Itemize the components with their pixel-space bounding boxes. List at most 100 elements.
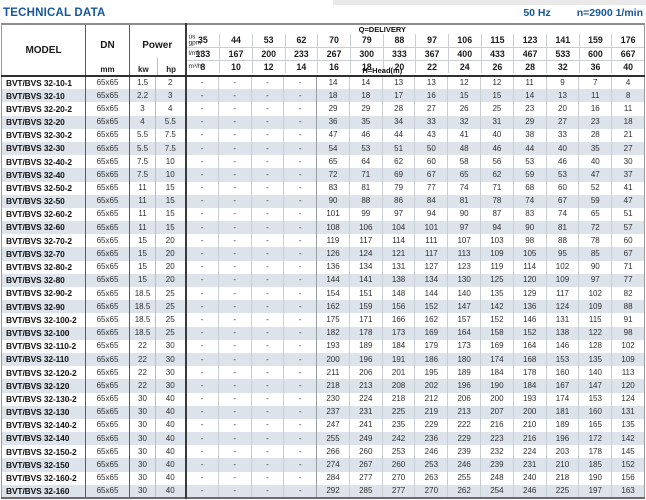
table-row: BVT/BVS 32-30 65x65 5.5 7.5- - - -54 53 51 50 48 46… [1,141,645,156]
head-cell: - [184,89,219,103]
head-cell: 56 [480,155,514,169]
head-cell: 144 [316,273,350,287]
table-row: BVT/BVS 32-60 65x65 11 15- - - -108 106 104 101 97… [1,221,645,235]
head-cell: 111 [414,234,448,248]
head-cell: 184 [381,339,415,353]
dn-cell: 65x65 [85,76,130,90]
head-cell: 47 [578,168,612,182]
head-cell: - [283,234,317,248]
head-cell: - [217,181,252,195]
head-cell: 130 [447,273,481,287]
head-cell: - [283,181,317,195]
model-cell: BVT/BVS 32-120 [6,380,70,391]
head-cell: 33 [545,128,579,142]
head-cell: 26 [447,102,481,116]
kw-cell: 22 [129,339,156,353]
model-cell: BVT/BVS 32-150-2 [6,446,77,457]
model-cell: BVT/BVS 32-160 [6,485,70,496]
head-cell: - [250,366,284,380]
head-cell: 169 [480,339,514,353]
head-cell: 65 [447,168,481,182]
head-cell: 65 [578,207,612,222]
head-cell: 40 [545,141,579,156]
head-cell: 246 [414,445,448,459]
head-cell: 242 [381,432,415,446]
head-cell: 72 [316,168,350,182]
dn-unit-label: mm [100,65,115,74]
head-cell: - [283,379,317,393]
head-cell: - [283,458,317,472]
kw-cell: 15 [129,247,156,261]
head-cell: 77 [611,273,645,287]
delivery-value: 115 [480,34,514,47]
dn-cell: 65x65 [85,418,130,433]
head-cell: - [250,89,284,103]
delivery-value: 24 [447,61,481,73]
head-cell: 121 [381,247,415,261]
head-cell: 126 [316,247,350,261]
head-cell: 285 [348,484,383,498]
head-cell: 81 [447,194,481,208]
head-cell: 146 [512,313,547,327]
head-cell: 83 [316,181,350,195]
head-cell: - [283,326,317,340]
head-cell: - [217,379,252,393]
table-row: BVT/BVS 32-70 65x65 15 20- - - -126 124 121 117 11… [1,247,645,261]
head-cell: 129 [512,287,547,301]
head-cell: - [184,234,219,248]
head-cell: - [184,326,219,340]
table-row: BVT/BVS 32-150-2 65x65 30 40- - - -266 260 253 24… [2,445,645,459]
kw-cell: 18.5 [129,300,156,314]
head-cell: 102 [545,260,579,274]
head-cell: - [184,418,219,433]
head-cell: 122 [578,326,612,340]
column-header-dn: DN mm [85,24,130,77]
head-cell: 179 [414,339,448,353]
head-cell: - [217,352,252,367]
head-cell: 50 [414,141,448,156]
head-cell: 208 [381,379,415,393]
head-cell: 46 [348,128,383,142]
dn-cell: 65x65 [85,471,130,485]
table-row: BVT/BVS 32-20-2 65x65 3 4- - - -29 29 28 27 26 25 23… [2,102,645,116]
head-cell: 156 [381,300,415,314]
head-cell: - [250,445,284,459]
head-cell: 40 [578,155,612,169]
kw-cell: 22 [129,366,156,380]
kw-cell: 30 [129,405,156,419]
head-cell: - [250,432,284,446]
head-cell: - [283,115,317,129]
head-cell: 95 [545,247,579,261]
head-cell: 51 [381,141,415,156]
head-cell: 189 [545,418,579,433]
delivery-value: 133 [195,48,211,59]
head-cell: 11 [578,89,612,103]
head-cell: - [283,313,317,327]
head-cell: 218 [545,471,579,485]
head-cell: 236 [414,432,448,446]
head-cell: 141 [348,273,383,287]
hp-cell: 25 [155,326,186,340]
delivery-value: 200 [251,48,285,60]
head-cell: - [217,326,252,340]
head-cell: 46 [480,141,514,156]
hp-cell: 40 [155,432,186,446]
dn-cell: 65x65 [85,128,130,142]
head-cell: 270 [414,484,448,498]
head-cell: 135 [480,287,514,301]
head-cell: 193 [512,392,547,406]
head-cell: 164 [512,339,547,353]
head-cell: 202 [414,379,448,393]
unit-row-m3-h: m³/h 8 10 12 14 16 18 20 22 24 26 28 32 36 40 [186,60,644,73]
kw-cell: 11 [129,207,156,222]
head-cell: 12 [447,76,481,90]
hp-cell: 5.5 [155,115,186,129]
head-cell: 142 [611,432,645,446]
delivery-value: 62 [284,34,318,47]
head-cell: - [217,221,252,235]
table-row: BVT/BVS 32-90-2 65x65 18.5 25- - - -154 151 148 1… [2,287,645,301]
head-cell: 211 [316,366,350,380]
head-cell: 64 [348,155,383,169]
table-row: BVT/BVS 32-120-2 65x65 22 30- - - -211 206 201 19… [2,366,645,380]
